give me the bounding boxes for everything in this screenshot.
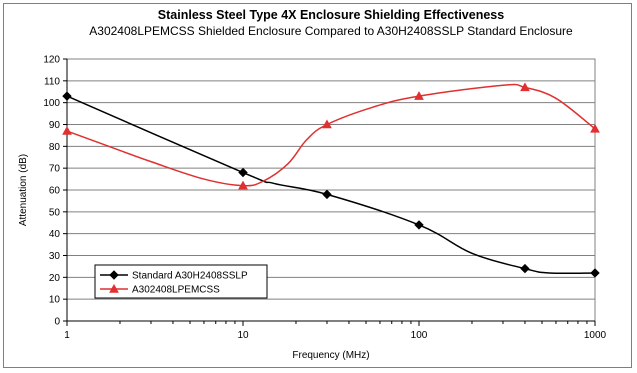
legend-items: Standard A30H2408SSLP A302408LPEMCSS [100,270,248,296]
legend: Standard A30H2408SSLP A302408LPEMCSS [94,264,268,299]
x-tick-labels: 1 10 100 1000 [64,330,606,341]
chart-subtitle: A302408LPEMCSS Shielded Enclosure Compar… [89,24,573,38]
y-tick-label: 40 [49,229,61,240]
x-tick-label: 1 [64,330,70,341]
series-emc-point [322,119,332,129]
series-standard-point [62,91,72,101]
y-tick-label: 60 [49,186,61,197]
y-axis-label: Attenuation (dB) [18,154,29,226]
legend-item-standard-label: Standard A30H2408SSLP [132,271,248,282]
y-tick-label: 50 [49,207,61,218]
y-tick-label: 10 [49,295,61,306]
series-standard-point [238,167,248,178]
series-emc-line [66,83,596,187]
y-tick-label: 100 [43,98,60,109]
y-tick-label: 80 [49,142,61,153]
y-tick-label: 90 [49,120,61,131]
legend-box [94,264,268,299]
y-tick-label: 20 [49,273,61,284]
x-tick-label: 10 [237,330,249,341]
series-emc-point [238,180,248,190]
gridlines [67,80,595,300]
legend-item-emc-marker [109,283,119,293]
series-emc-point [590,123,600,133]
series-standard-point [590,268,600,278]
x-tick-label: 100 [411,330,428,341]
chart-title: Stainless Steel Type 4X Enclosure Shield… [158,8,504,22]
y-tick-label: 30 [49,251,61,262]
y-tick-labels: 0 10 20 30 40 50 60 70 80 90 100 110 120 [43,55,60,328]
x-tick-label: 1000 [584,330,607,341]
series-standard-point [520,263,530,274]
y-tick-label: 0 [54,317,60,328]
series-emc-point [414,91,424,100]
legend-item-standard-marker [109,270,119,280]
series-standard-point [414,220,424,230]
y-tick-label: 110 [44,76,60,87]
axes [63,58,596,326]
series-emc-point [520,82,530,92]
legend-item-emc-label: A302408LPEMCSS [132,285,220,296]
series-emc-point [62,126,72,135]
x-axis-label: Frequency (MHz) [292,350,369,361]
y-tick-label: 120 [43,55,60,66]
series-standard-point [322,189,332,200]
series-lines [62,82,600,278]
y-tick-label: 70 [49,164,61,175]
